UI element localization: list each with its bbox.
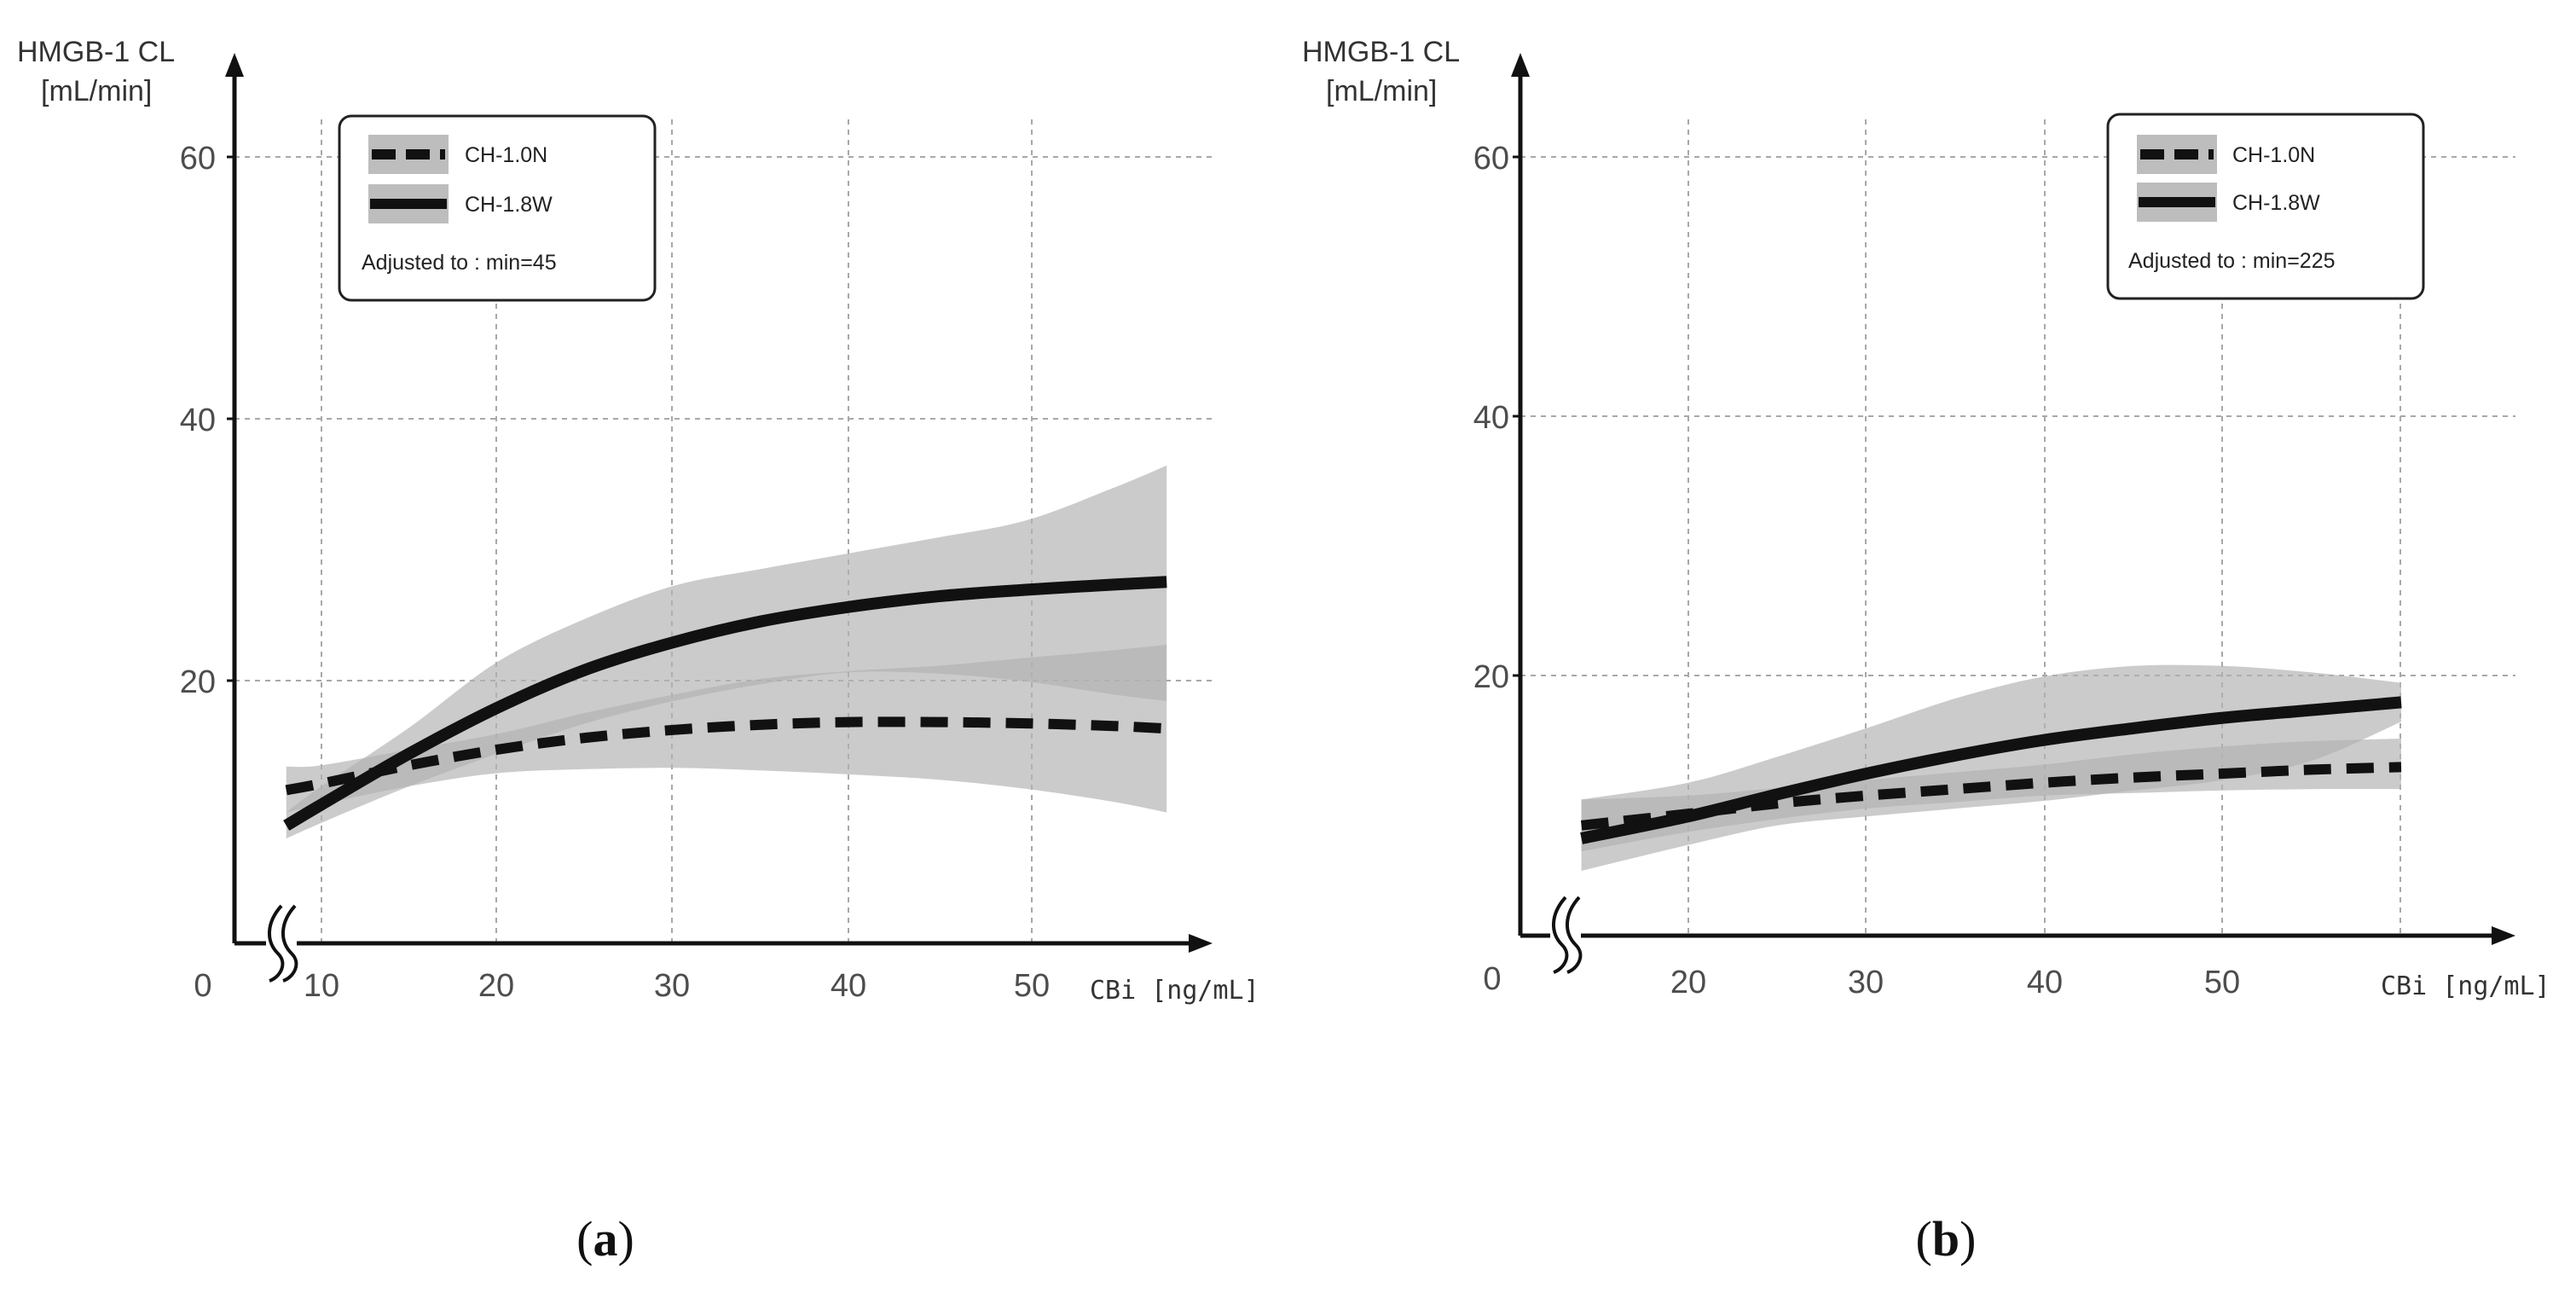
panel-a-legend-label-ch10n: CH-1.0N	[465, 143, 547, 167]
panel-a-x-axis-arrow	[1189, 934, 1213, 953]
panel-a-ylabel-line2: [mL/min]	[41, 75, 152, 107]
panel-b-line-ch18w	[1580, 696, 2402, 844]
panel-b-legend-note: Adjusted to : min=225	[2128, 249, 2336, 273]
panel-a-ytick-label: 20	[180, 664, 216, 700]
panel-b-caption: (b)	[1916, 1211, 1977, 1267]
panel-a-xtick-label: 10	[304, 968, 339, 1004]
panel-b-legend-label-ch18w: CH-1.8W	[2232, 191, 2320, 215]
panel-b-legend-label-ch10n: CH-1.0N	[2232, 143, 2315, 167]
panel-b-plot	[1580, 664, 2402, 871]
panel-b-ytick-label: 40	[1473, 400, 1509, 436]
panel-a-xtick-label: 30	[654, 968, 690, 1004]
panel-b-xtick-label: 30	[1848, 965, 1884, 1000]
panel-a-axis-break-icon	[266, 902, 298, 983]
panel-a: HMGB-1 CL [mL/min] 60 40 20 0 10 20 30 4…	[17, 36, 1259, 1006]
panel-a-ytick-label: 60	[180, 141, 216, 177]
panel-b-xtick-label: 20	[1670, 965, 1706, 1000]
panel-a-axes	[225, 53, 1213, 983]
panel-b-xtick-label: 40	[2027, 965, 2063, 1000]
panel-b: HMGB-1 CL [mL/min] 60 40 20 0 20 30 40 5…	[1302, 36, 2550, 1001]
panel-a-line-ch10n	[285, 716, 1167, 796]
panel-b-axes	[1511, 53, 2515, 974]
panel-a-legend-note: Adjusted to : min=45	[362, 251, 557, 275]
panel-b-axis-break-icon	[1550, 894, 1583, 974]
panel-b-ylabel-line2: [mL/min]	[1326, 75, 1437, 107]
panel-a-plot	[283, 465, 1167, 839]
panel-b-labels: HMGB-1 CL [mL/min] 60 40 20 0 20 30 40 5…	[1302, 36, 2550, 1001]
panel-b-ytick-label: 20	[1473, 659, 1509, 695]
panel-b-xlabel: CBi [ng/mL]	[2381, 971, 2550, 1001]
panel-a-xtick-label: 50	[1014, 968, 1050, 1004]
panel-a-legend: CH-1.0N CH-1.8W Adjusted to : min=45	[338, 114, 657, 302]
panel-b-origin-label: 0	[1483, 961, 1501, 997]
panel-a-origin-label: 0	[194, 968, 211, 1004]
panel-b-x-axis-arrow	[2492, 926, 2515, 945]
panel-a-legend-label-ch18w: CH-1.8W	[465, 193, 553, 217]
panel-a-xlabel: CBi [ng/mL]	[1090, 976, 1259, 1006]
panel-a-y-axis-arrow	[225, 53, 244, 77]
panel-a-line-ch18w	[283, 576, 1167, 831]
panel-a-ytick-label: 40	[180, 403, 216, 438]
panel-a-caption: (a)	[576, 1211, 634, 1267]
panel-a-xtick-label: 40	[831, 968, 866, 1004]
panel-b-ylabel-line1: HMGB-1 CL	[1302, 36, 1460, 68]
panel-b-legend: CH-1.0N CH-1.8W Adjusted to : min=225	[2106, 113, 2425, 300]
panel-a-caption-letter: a	[593, 1211, 618, 1267]
panel-b-ytick-label: 60	[1473, 141, 1509, 177]
panel-a-xtick-label: 20	[478, 968, 514, 1004]
panel-a-ylabel-line1: HMGB-1 CL	[17, 36, 175, 68]
panel-b-xtick-label: 50	[2204, 965, 2240, 1000]
panel-b-caption-letter: b	[1932, 1211, 1959, 1267]
panel-b-y-axis-arrow	[1511, 53, 1530, 77]
panel-a-labels: HMGB-1 CL [mL/min] 60 40 20 0 10 20 30 4…	[17, 36, 1259, 1006]
